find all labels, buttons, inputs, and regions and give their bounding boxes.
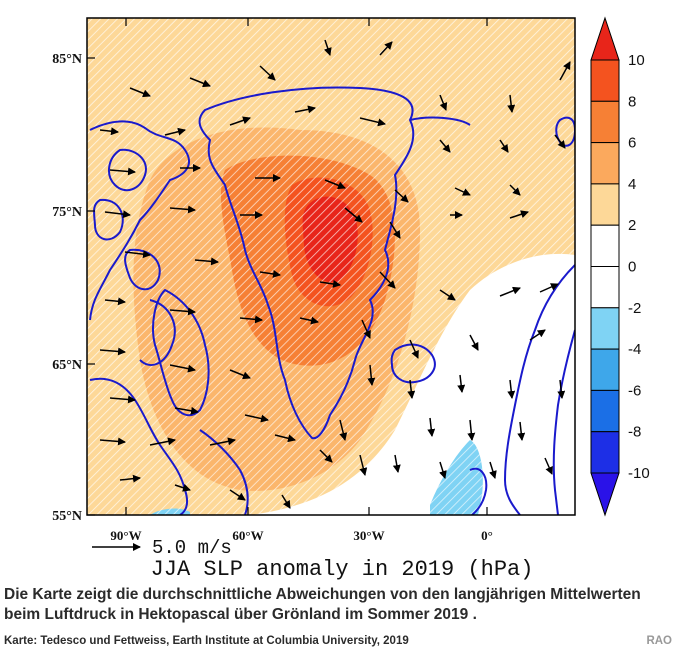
colorbar-segment bbox=[590, 183, 620, 226]
colorbar-tick-label: -10 bbox=[628, 465, 650, 482]
colorbar-segment bbox=[590, 307, 620, 350]
map-frame bbox=[86, 17, 576, 516]
colorbar-tick-label: 4 bbox=[628, 176, 636, 193]
iceland-coast bbox=[390, 343, 436, 384]
colorbar-segments bbox=[590, 16, 620, 517]
lon-label-0: 0° bbox=[481, 528, 493, 543]
lat-label-85: 85°N bbox=[52, 52, 82, 67]
colorbar-segment bbox=[590, 142, 620, 185]
wind-vectors bbox=[99, 39, 571, 509]
brand-label: RAO bbox=[646, 635, 672, 647]
lon-label-90w: 90°W bbox=[110, 528, 141, 543]
colorbar-top-triangle bbox=[590, 16, 620, 61]
map-title: JJA SLP anomaly in 2019 (hPa) bbox=[151, 557, 534, 582]
greenland-coast bbox=[198, 86, 415, 440]
lon-label-30w: 30°W bbox=[353, 528, 384, 543]
coastlines bbox=[89, 86, 575, 515]
lat-label-55: 55°N bbox=[52, 509, 82, 524]
caption: Die Karte zeigt die durchschnittliche Ab… bbox=[4, 586, 641, 623]
slp-anomaly-map-figure: 85°N 75°N 65°N 55°N 90°W 60°W 30°W 0° 5.… bbox=[52, 16, 650, 582]
colorbar: 10 8 6 4 2 0 -2 -4 -6 -8 -10 bbox=[590, 16, 650, 517]
colorbar-segment bbox=[590, 100, 620, 144]
colorbar-tick-label: -6 bbox=[628, 382, 641, 399]
colorbar-segment bbox=[590, 389, 620, 433]
colorbar-tick-label: -4 bbox=[628, 341, 641, 358]
colorbar-tick-label: 2 bbox=[628, 217, 636, 234]
colorbar-labels: 10 8 6 4 2 0 -2 -4 -6 -8 -10 bbox=[628, 52, 650, 482]
colorbar-segment bbox=[590, 431, 620, 474]
colorbar-tick-label: 8 bbox=[628, 93, 636, 110]
baffin-island-coast bbox=[152, 289, 210, 417]
colorbar-tick-label: 0 bbox=[628, 259, 636, 276]
colorbar-tick-label: -8 bbox=[628, 424, 641, 441]
lat-label-65: 65°N bbox=[52, 358, 82, 373]
colorbar-segment bbox=[590, 348, 620, 391]
colorbar-tick-label: 10 bbox=[628, 52, 645, 69]
british-isles-coast bbox=[469, 467, 488, 515]
map-area bbox=[87, 18, 575, 515]
colorbar-tick-label: -2 bbox=[628, 300, 641, 317]
axis-ticks bbox=[87, 18, 488, 516]
colorbar-tick-label: 6 bbox=[628, 135, 636, 152]
reference-vector-label: 5.0 m/s bbox=[152, 537, 232, 559]
lat-label-75: 75°N bbox=[52, 205, 82, 220]
labrador-coast bbox=[89, 377, 189, 515]
scandinavia-coast bbox=[504, 264, 575, 515]
colorbar-segment bbox=[590, 59, 620, 102]
canadian-arctic-coast bbox=[89, 120, 190, 321]
colorbar-segment bbox=[590, 266, 620, 309]
lon-label-60w: 60°W bbox=[232, 528, 263, 543]
credit-line: Karte: Tedesco und Fettweiss, Earth Inst… bbox=[4, 635, 409, 647]
colorbar-bottom-triangle bbox=[590, 472, 620, 517]
colorbar-segment bbox=[590, 224, 620, 267]
svalbard-coast bbox=[555, 116, 575, 147]
